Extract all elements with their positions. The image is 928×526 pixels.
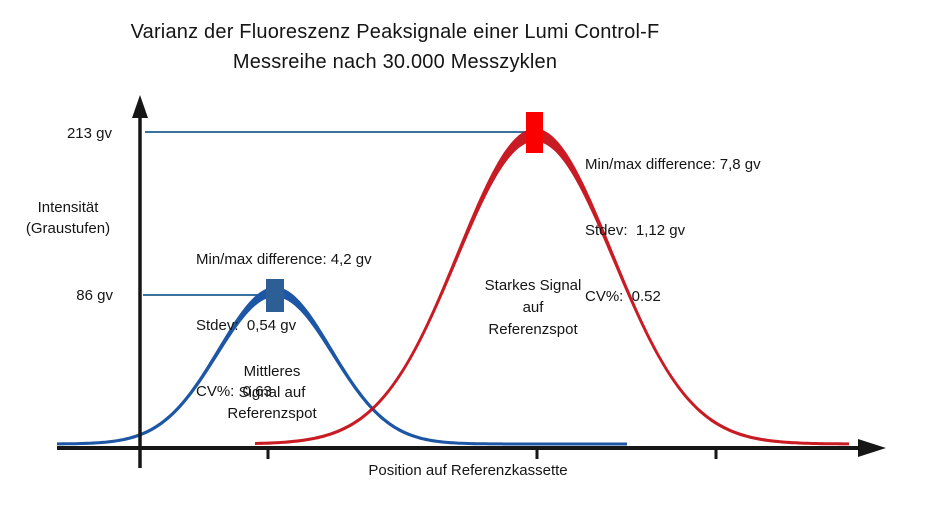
chart-title-line1: Varianz der Fluoreszenz Peaksignale eine… bbox=[130, 21, 660, 43]
curve-label-medium: Mittleres Signal auf Referenzspot bbox=[227, 363, 317, 422]
chart-title: Varianz der Fluoreszenz Peaksignale eine… bbox=[0, 17, 790, 77]
y-ref-low-label: 86 gv bbox=[76, 287, 113, 304]
stats-strong-cv: CV%: 0.52 bbox=[585, 288, 661, 305]
x-axis-arrowhead-icon bbox=[858, 439, 886, 457]
x-axis-title: Position auf Referenzkassette bbox=[368, 462, 568, 479]
y-axis-arrowhead-icon bbox=[132, 95, 148, 118]
stats-strong-minmax: Min/max difference: 7,8 gv bbox=[585, 156, 761, 173]
stats-medium-stdev: Stdev: 0,54 gv bbox=[196, 317, 297, 334]
y-axis-title: Intensität (Graustufen) bbox=[25, 199, 111, 237]
stats-medium-minmax: Min/max difference: 4,2 gv bbox=[196, 251, 372, 268]
stats-annotation-strong: Min/max difference: 7,8 gv Stdev: 1,12 g… bbox=[585, 110, 761, 352]
y-ref-high-label: 213 gv bbox=[66, 125, 112, 142]
peak-marker-medium bbox=[266, 279, 284, 312]
stats-strong-stdev: Stdev: 1,12 gv bbox=[585, 222, 686, 239]
peak-marker-strong bbox=[526, 112, 543, 153]
chart-title-line2: Messreihe nach 30.000 Messzyklen bbox=[232, 51, 558, 73]
stats-medium-cv: CV%: 0,63 bbox=[196, 383, 272, 400]
curve-label-strong: Starkes Signal auf Referenzspot bbox=[484, 277, 582, 338]
curve-medium-signal bbox=[57, 287, 627, 446]
stats-annotation-medium: Min/max difference: 4,2 gv Stdev: 0,54 g… bbox=[196, 205, 372, 447]
